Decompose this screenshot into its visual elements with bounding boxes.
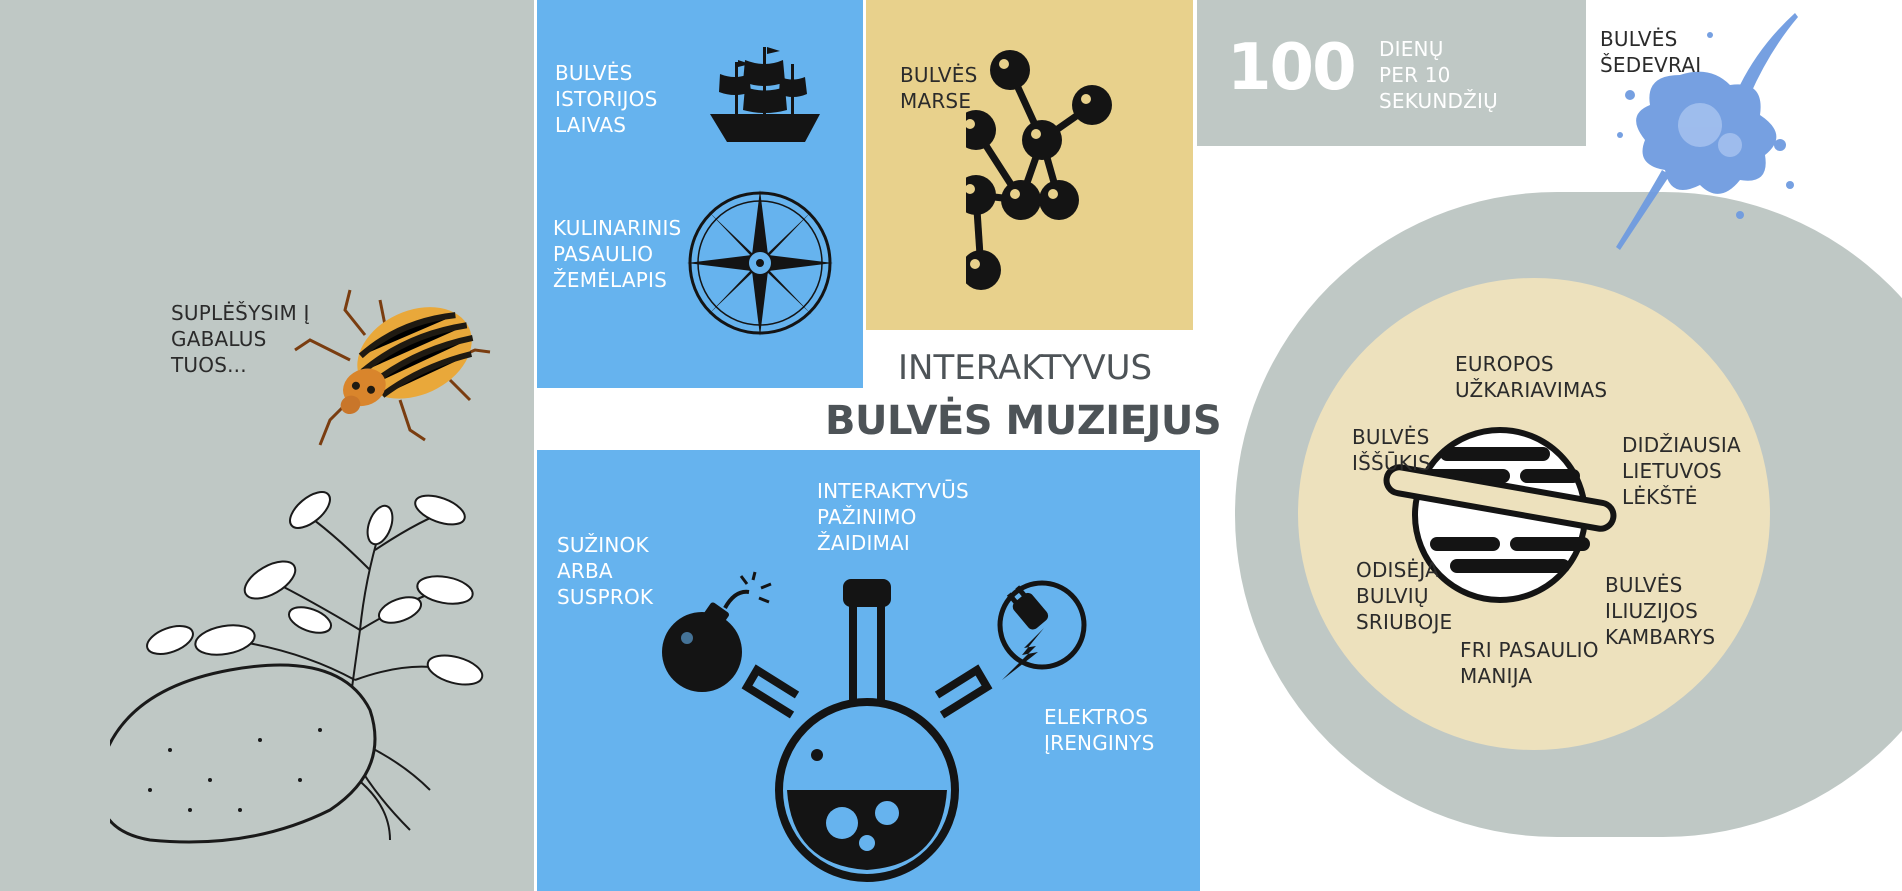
paint-splash-icon[interactable]: [1590, 5, 1810, 255]
potato-plant-illustration: [110, 491, 484, 844]
days-label-line: SEKUNDŽIŲ: [1379, 89, 1498, 113]
illusion-room-line: KAMBARYS: [1605, 625, 1716, 649]
knowledge-games-label[interactable]: INTERAKTYVŪS PAŽINIMO ŽAIDIMAI: [817, 478, 969, 556]
mars-label-line: MARSE: [900, 89, 972, 113]
knowledge-games-line: ŽAIDIMAI: [817, 531, 911, 555]
illusion-room-label[interactable]: BULVĖS ILIUZIJOS KAMBARYS: [1605, 572, 1715, 650]
planet-icon[interactable]: [1380, 425, 1620, 605]
masterpieces-label-line: BULVĖS: [1600, 27, 1678, 51]
mars-panel[interactable]: BULVĖS MARSE: [866, 0, 1193, 330]
illusion-room-line: BULVĖS: [1605, 573, 1683, 597]
electric-device-label[interactable]: ELEKTROS ĮRENGINYS: [1044, 704, 1154, 756]
culinary-map-label-line: PASAULIO: [553, 242, 654, 266]
history-panel: BULVĖS ISTORIJOS LAIVAS KULINARINIS PASA…: [537, 0, 863, 388]
illusion-room-line: ILIUZIJOS: [1605, 599, 1698, 623]
soup-odyssey-line: ODISĖJA: [1356, 558, 1440, 582]
electric-plug-icon[interactable]: [992, 580, 1092, 680]
chemistry-flask-icon[interactable]: [737, 575, 997, 885]
knowledge-games-line: INTERAKTYVŪS: [817, 479, 969, 503]
history-ship-label-line: ISTORIJOS: [555, 87, 658, 111]
history-ship-label-line: LAIVAS: [555, 113, 627, 137]
learn-or-fail-line: SUŽINOK: [557, 533, 649, 557]
largest-plate-label[interactable]: DIDŽIAUSIA LIETUVOS LĖKŠTĖ: [1622, 432, 1741, 510]
title-line-1: INTERAKTYVUS: [898, 348, 1153, 388]
history-ship-label-line: BULVĖS: [555, 61, 633, 85]
stats-panel[interactable]: 100 DIENŲ PER 10 SEKUNDŽIŲ: [1197, 0, 1586, 146]
soup-odyssey-line: SRIUBOJE: [1356, 610, 1453, 634]
title-line-2: BULVĖS MUZIEJUS: [825, 398, 1222, 444]
molecule-icon[interactable]: [966, 45, 1126, 305]
europe-conquest-label[interactable]: EUROPOS UŽKARIAVIMAS: [1455, 351, 1607, 403]
learn-or-fail-label[interactable]: SUŽINOK ARBA SUSPROK: [557, 532, 653, 610]
potato-challenge-line: BULVĖS: [1352, 425, 1430, 449]
compass-rose-icon[interactable]: [685, 188, 835, 338]
electric-device-line: ĮRENGINYS: [1044, 731, 1155, 755]
fries-mania-line: FRI PASAULIO: [1460, 638, 1599, 662]
mars-label-line: BULVĖS: [900, 63, 978, 87]
europe-conquest-line: EUROPOS: [1455, 352, 1554, 376]
days-label-line: DIENŲ: [1379, 37, 1444, 61]
largest-plate-line: DIDŽIAUSIA: [1622, 433, 1741, 457]
games-panel: SUŽINOK ARBA SUSPROK INTERAKTYVŪS PAŽINI…: [537, 450, 1200, 891]
colorado-beetle-icon[interactable]: [290, 280, 500, 450]
beetle-label: SUPLĖŠYSIM Į GABALUS TUOS...: [171, 300, 310, 378]
knowledge-games-line: PAŽINIMO: [817, 505, 917, 529]
potato-challenge-line: IŠŠŪKIS: [1352, 451, 1432, 475]
beetle-label-line: SUPLĖŠYSIM Į: [171, 301, 310, 325]
ship-icon[interactable]: [705, 42, 825, 152]
mars-label: BULVĖS MARSE: [900, 62, 978, 114]
culinary-map-label-line: ŽEMĖLAPIS: [553, 268, 667, 292]
beetle-label-line: GABALUS: [171, 327, 267, 351]
days-label-line: PER 10: [1379, 63, 1451, 87]
soup-odyssey-label[interactable]: ODISĖJA BULVIŲ SRIUBOJE: [1356, 557, 1452, 635]
largest-plate-line: LIETUVOS: [1622, 459, 1722, 483]
fries-mania-line: MANIJA: [1460, 664, 1533, 688]
beetle-panel[interactable]: SUPLĖŠYSIM Į GABALUS TUOS...: [0, 0, 534, 891]
days-label: DIENŲ PER 10 SEKUNDŽIŲ: [1379, 36, 1498, 114]
culinary-map-label[interactable]: KULINARINIS PASAULIO ŽEMĖLAPIS: [553, 215, 681, 293]
europe-conquest-line: UŽKARIAVIMAS: [1455, 378, 1608, 402]
fries-mania-label[interactable]: FRI PASAULIO MANIJA: [1460, 637, 1599, 689]
days-count: 100: [1227, 31, 1357, 105]
bomb-icon[interactable]: [657, 570, 777, 700]
masterpieces-label-line: ŠEDEVRAI: [1600, 53, 1702, 77]
beetle-label-line: TUOS...: [171, 353, 247, 377]
culinary-map-label-line: KULINARINIS: [553, 216, 682, 240]
electric-device-line: ELEKTROS: [1044, 705, 1149, 729]
largest-plate-line: LĖKŠTĖ: [1622, 485, 1698, 509]
soup-odyssey-line: BULVIŲ: [1356, 584, 1429, 608]
history-ship-label[interactable]: BULVĖS ISTORIJOS LAIVAS: [555, 60, 657, 138]
learn-or-fail-line: ARBA: [557, 559, 613, 583]
masterpieces-label[interactable]: BULVĖS ŠEDEVRAI: [1600, 26, 1701, 78]
learn-or-fail-line: SUSPROK: [557, 585, 654, 609]
potato-challenge-label[interactable]: BULVĖS IŠŠŪKIS: [1352, 424, 1431, 476]
